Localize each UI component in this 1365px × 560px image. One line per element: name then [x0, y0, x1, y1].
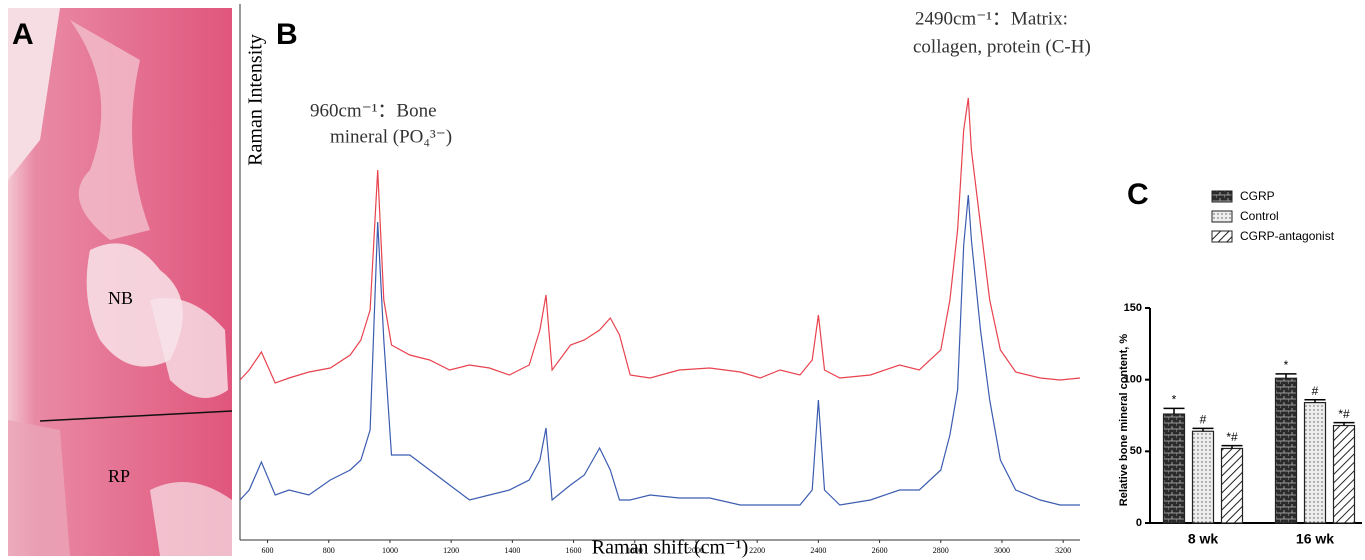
x-tick-label: 1200 — [443, 546, 459, 555]
significance-label: *# — [1338, 407, 1350, 421]
panel-label: C — [1127, 178, 1149, 211]
x-tick-label: 3200 — [1055, 546, 1071, 555]
region-label: RP — [108, 466, 130, 486]
significance-label: * — [1284, 358, 1289, 372]
peak-annotation: mineral (PO₄³⁻) — [330, 126, 452, 147]
y-axis-label: Raman Intensity — [245, 34, 267, 166]
x-tick-label: 2000 — [688, 546, 704, 555]
peak-annotation: collagen, protein (C-H) — [913, 36, 1091, 57]
x-tick-label: 3000 — [994, 546, 1010, 555]
legend-label: Control — [1240, 209, 1279, 223]
y-axis-label: Relative bone mineral content, % — [1118, 334, 1130, 507]
bar — [1332, 424, 1356, 524]
y-tick-label: 50 — [1130, 445, 1142, 457]
x-tick-label: 1800 — [627, 546, 643, 555]
bar — [1303, 402, 1327, 524]
panel-label: B — [276, 18, 298, 51]
bar — [1220, 447, 1244, 524]
x-tick-label: 2200 — [749, 546, 765, 555]
legend-swatch — [1211, 190, 1233, 203]
y-tick-label: 100 — [1124, 374, 1142, 386]
legend-label: CGRP — [1240, 189, 1275, 203]
significance-label: # — [1312, 384, 1319, 398]
panel-a-image — [8, 8, 233, 556]
spectrum-line — [239, 194, 1080, 506]
x-tick-label: 1000 — [382, 546, 398, 555]
legend-swatch — [1211, 230, 1233, 243]
bar — [1162, 413, 1186, 524]
x-tick-label: 2800 — [933, 546, 949, 555]
bar — [1274, 377, 1298, 524]
y-tick-label: 0 — [1136, 517, 1142, 529]
x-tick-label: 800 — [323, 546, 335, 555]
region-label: NB — [108, 288, 133, 308]
peak-annotation: 2490cm⁻¹：Matrix: — [915, 8, 1068, 29]
x-tick-label: 2600 — [872, 546, 888, 555]
x-tick-label: 1400 — [504, 546, 520, 555]
significance-label: *# — [1226, 430, 1238, 444]
x-tick-label: 16 wk — [1296, 531, 1334, 547]
y-tick-label: 150 — [1124, 302, 1142, 314]
bar — [1191, 430, 1215, 524]
x-tick-label: 600 — [262, 546, 274, 555]
x-tick-label: 8 wk — [1188, 531, 1219, 547]
panel-label: A — [12, 18, 34, 51]
x-tick-label: 1600 — [566, 546, 582, 555]
significance-label: # — [1200, 413, 1207, 427]
peak-annotation: 960cm⁻¹：Bone — [310, 100, 437, 121]
legend-swatch — [1211, 210, 1233, 223]
spectrum-line — [239, 97, 1081, 384]
significance-label: * — [1172, 393, 1177, 407]
legend-label: CGRP-antagonist — [1240, 229, 1335, 243]
x-tick-label: 2400 — [810, 546, 826, 555]
x-axis-label: Raman shift (cm⁻¹) — [592, 537, 749, 559]
